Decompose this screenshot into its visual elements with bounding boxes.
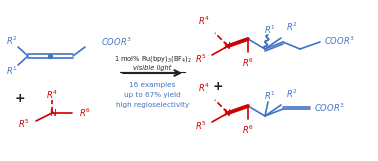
Text: $R^5$: $R^5$ [18, 118, 30, 130]
Text: $R^1$: $R^1$ [6, 65, 18, 77]
Text: N: N [224, 42, 230, 51]
Text: $R^5$: $R^5$ [195, 120, 207, 132]
Text: +: + [15, 91, 25, 104]
Text: $COOR^3$: $COOR^3$ [324, 35, 355, 47]
Text: $R^2$: $R^2$ [286, 21, 297, 33]
Text: $R^1$: $R^1$ [264, 24, 276, 36]
Text: $COOR^3$: $COOR^3$ [314, 102, 345, 114]
Text: 1 mol% Ru(bpy)$_3$(BF$_4$)$_2$: 1 mol% Ru(bpy)$_3$(BF$_4$)$_2$ [113, 54, 192, 64]
Text: $R^4$: $R^4$ [46, 89, 58, 101]
Text: up to 67% yield: up to 67% yield [124, 92, 181, 98]
Text: high regioselectivity: high regioselectivity [116, 102, 189, 108]
Text: 16 examples: 16 examples [129, 82, 176, 88]
Text: $R^5$: $R^5$ [195, 53, 207, 65]
Text: $R^4$: $R^4$ [198, 15, 210, 27]
Text: N: N [49, 109, 55, 118]
Text: visible light: visible light [133, 65, 172, 71]
Text: $R^1$: $R^1$ [264, 90, 276, 102]
Text: $R^6$: $R^6$ [79, 107, 91, 119]
Text: $R^6$: $R^6$ [242, 57, 254, 69]
Text: $R^4$: $R^4$ [198, 82, 210, 94]
Text: $R^6$: $R^6$ [242, 124, 254, 136]
Text: $R^2$: $R^2$ [6, 35, 18, 47]
Text: N: N [224, 109, 230, 118]
Text: +: + [213, 80, 223, 93]
Text: $R^2$: $R^2$ [286, 88, 297, 100]
Text: $COOR^3$: $COOR^3$ [101, 36, 132, 48]
